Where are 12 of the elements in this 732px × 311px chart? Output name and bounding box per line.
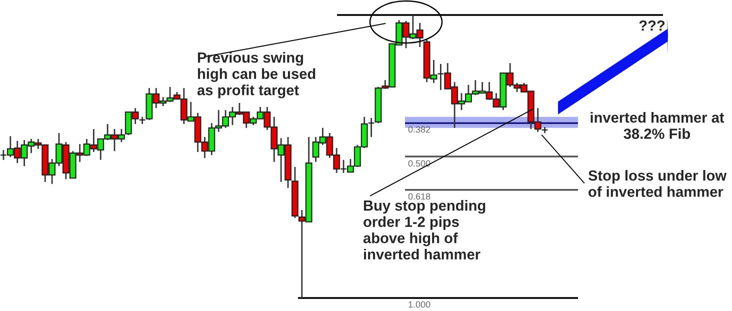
annotation: Buy stop pending order 1-2 pips above high of inverted hammer: [363, 200, 486, 260]
annotation: 0.618: [408, 193, 430, 200]
annotation: Previous swing high can be used as profit target: [197, 52, 316, 98]
candlestick: [368, 117, 375, 138]
annotation: 0.382: [408, 126, 430, 133]
text: 1.000: [408, 301, 430, 308]
candlestick: [138, 116, 146, 125]
annotation: 0.500: [408, 160, 430, 167]
text: ???: [639, 20, 665, 31]
text: inverted hammer at 38.2% Fib: [590, 112, 724, 139]
text: Stop loss under low of inverted hammer: [588, 170, 727, 197]
candlestick: [541, 126, 548, 134]
